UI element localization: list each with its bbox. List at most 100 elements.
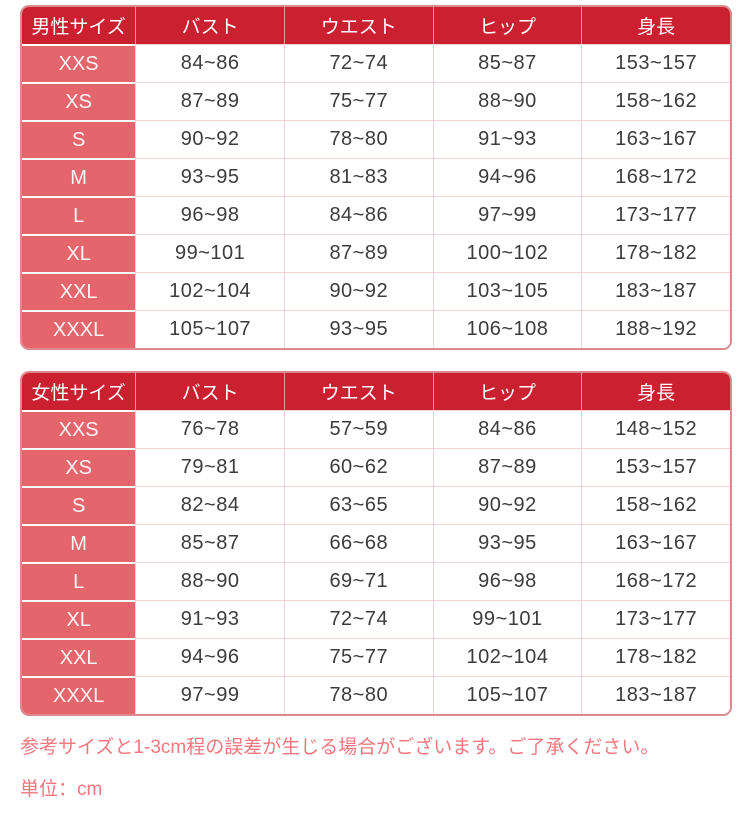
measurement-value-cell: 78~80 (283, 676, 433, 714)
header-row: 女性サイズ バスト ウエスト ヒップ 身長 (22, 373, 730, 410)
size-column-header: 男性サイズ (22, 7, 136, 44)
table-row: L 96~98 84~86 97~99 173~177 (22, 196, 730, 234)
measurement-value-cell: 163~167 (581, 120, 730, 158)
measurement-value-cell: 178~182 (581, 234, 730, 272)
measurement-value-cell: 72~74 (283, 44, 433, 82)
size-label-cell: XXXL (22, 676, 136, 714)
measurement-value-cell: 106~108 (432, 310, 582, 348)
table-row: XXXL 97~99 78~80 105~107 183~187 (22, 676, 730, 714)
measurement-value-cell: 88~90 (432, 82, 582, 120)
womens-size-table: 女性サイズ バスト ウエスト ヒップ 身長 XXS 76~78 57~59 84~86 148~… (20, 371, 732, 716)
measurement-value-cell: 79~81 (135, 448, 284, 486)
measurement-value-cell: 153~157 (581, 448, 730, 486)
measurement-column-header: 身長 (581, 7, 730, 44)
measurement-value-cell: 99~101 (432, 600, 582, 638)
measurement-value-cell: 69~71 (283, 562, 433, 600)
measurement-value-cell: 100~102 (432, 234, 582, 272)
womens-size-table-grid: 女性サイズ バスト ウエスト ヒップ 身長 XXS 76~78 57~59 84~86 148~… (22, 373, 730, 714)
measurement-value-cell: 87~89 (283, 234, 433, 272)
measurement-value-cell: 105~107 (432, 676, 582, 714)
measurement-value-cell: 173~177 (581, 196, 730, 234)
measurement-value-cell: 96~98 (432, 562, 582, 600)
size-label-cell: S (22, 120, 136, 158)
measurement-value-cell: 57~59 (283, 410, 433, 448)
measurement-value-cell: 60~62 (283, 448, 433, 486)
size-label-cell: M (22, 158, 136, 196)
measurement-value-cell: 75~77 (283, 638, 433, 676)
size-label-cell: XL (22, 234, 136, 272)
size-label-cell: XS (22, 82, 136, 120)
measurement-value-cell: 97~99 (432, 196, 582, 234)
measurement-value-cell: 90~92 (432, 486, 582, 524)
size-label-cell: XL (22, 600, 136, 638)
measurement-value-cell: 87~89 (135, 82, 284, 120)
size-column-header: 女性サイズ (22, 373, 136, 410)
measurement-value-cell: 75~77 (283, 82, 433, 120)
measurement-value-cell: 87~89 (432, 448, 582, 486)
measurement-value-cell: 158~162 (581, 486, 730, 524)
size-label-cell: XXXL (22, 310, 136, 348)
unit-note: 単位：cm (20, 778, 103, 800)
size-label-cell: XXS (22, 410, 136, 448)
measurement-value-cell: 173~177 (581, 600, 730, 638)
size-label-cell: XS (22, 448, 136, 486)
measurement-value-cell: 90~92 (283, 272, 433, 310)
measurement-value-cell: 102~104 (432, 638, 582, 676)
table-row: M 85~87 66~68 93~95 163~167 (22, 524, 730, 562)
measurement-value-cell: 163~167 (581, 524, 730, 562)
table-row: XXXL 105~107 93~95 106~108 188~192 (22, 310, 730, 348)
measurement-value-cell: 94~96 (135, 638, 284, 676)
measurement-value-cell: 85~87 (135, 524, 284, 562)
mens-size-table-grid: 男性サイズ バスト ウエスト ヒップ 身長 XXS 84~86 72~74 85~87 153~… (22, 7, 730, 348)
measurement-value-cell: 76~78 (135, 410, 284, 448)
measurement-value-cell: 72~74 (283, 600, 433, 638)
size-label-cell: M (22, 524, 136, 562)
measurement-value-cell: 183~187 (581, 676, 730, 714)
measurement-value-cell: 78~80 (283, 120, 433, 158)
measurement-value-cell: 90~92 (135, 120, 284, 158)
measurement-value-cell: 102~104 (135, 272, 284, 310)
measurement-value-cell: 93~95 (432, 524, 582, 562)
measurement-value-cell: 105~107 (135, 310, 284, 348)
measurement-value-cell: 94~96 (432, 158, 582, 196)
measurement-value-cell: 103~105 (432, 272, 582, 310)
measurement-value-cell: 99~101 (135, 234, 284, 272)
measurement-value-cell: 91~93 (432, 120, 582, 158)
table-row: XL 99~101 87~89 100~102 178~182 (22, 234, 730, 272)
measurement-value-cell: 66~68 (283, 524, 433, 562)
measurement-column-header: バスト (135, 373, 284, 410)
size-label-cell: XXS (22, 44, 136, 82)
measurement-value-cell: 84~86 (283, 196, 433, 234)
measurement-value-cell: 148~152 (581, 410, 730, 448)
measurement-column-header: 身長 (581, 373, 730, 410)
size-chart-notes: 参考サイズと1-3cm程の誤差が生じる場合がございます。ご了承ください。 単位：… (20, 737, 732, 802)
table-row: XS 79~81 60~62 87~89 153~157 (22, 448, 730, 486)
measurement-value-cell: 153~157 (581, 44, 730, 82)
mens-table-body: XXS 84~86 72~74 85~87 153~157 XS 87~89 75~77 88~… (22, 44, 730, 348)
table-row: M 93~95 81~83 94~96 168~172 (22, 158, 730, 196)
measurement-value-cell: 84~86 (432, 410, 582, 448)
header-row: 男性サイズ バスト ウエスト ヒップ 身長 (22, 7, 730, 44)
measurement-value-cell: 96~98 (135, 196, 284, 234)
measurement-value-cell: 183~187 (581, 272, 730, 310)
size-label-cell: XXL (22, 638, 136, 676)
tolerance-note: 参考サイズと1-3cm程の誤差が生じる場合がございます。ご了承ください。 (20, 737, 660, 758)
measurement-column-header: ウエスト (283, 7, 433, 44)
measurement-column-header: バスト (135, 7, 284, 44)
measurement-value-cell: 63~65 (283, 486, 433, 524)
measurement-value-cell: 91~93 (135, 600, 284, 638)
womens-table-body: XXS 76~78 57~59 84~86 148~152 XS 79~81 60~62 87~… (22, 410, 730, 714)
measurement-column-header: ヒップ (432, 373, 582, 410)
measurement-value-cell: 81~83 (283, 158, 433, 196)
measurement-value-cell: 97~99 (135, 676, 284, 714)
measurement-value-cell: 93~95 (135, 158, 284, 196)
measurement-value-cell: 168~172 (581, 562, 730, 600)
measurement-value-cell: 82~84 (135, 486, 284, 524)
measurement-column-header: ヒップ (432, 7, 582, 44)
size-label-cell: S (22, 486, 136, 524)
measurement-value-cell: 158~162 (581, 82, 730, 120)
table-row: L 88~90 69~71 96~98 168~172 (22, 562, 730, 600)
size-label-cell: L (22, 196, 136, 234)
table-row: XXS 84~86 72~74 85~87 153~157 (22, 44, 730, 82)
